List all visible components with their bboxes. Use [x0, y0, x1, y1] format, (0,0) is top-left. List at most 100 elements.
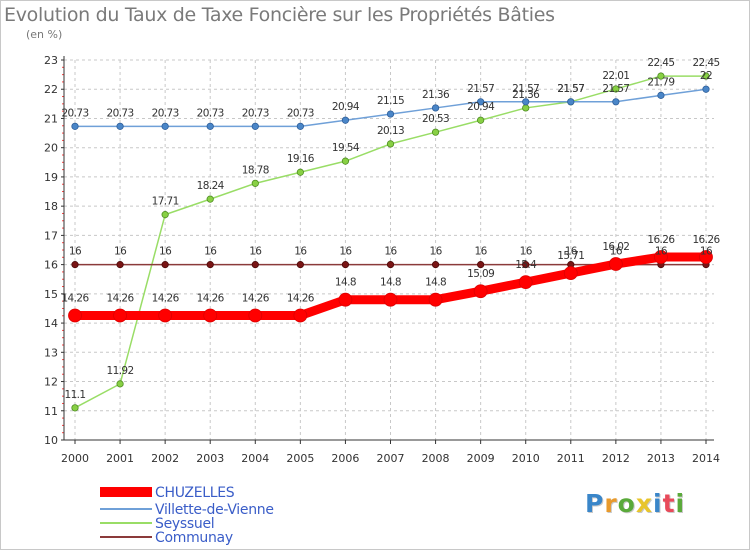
axes: 10 11 12 13 14 15 16 17 18 19 20 21 22 23 2000 2001 2002… — [44, 54, 720, 465]
data-point-seyssuel — [206, 195, 214, 203]
data-label: 14.26 — [107, 292, 135, 304]
data-label: 15.4 — [515, 259, 537, 271]
data-label: 14.26 — [287, 292, 315, 304]
data-label: 16.02 — [602, 241, 629, 253]
data-point-villette-de-vienne — [431, 104, 440, 112]
y-tick-label: 20 — [44, 142, 58, 155]
data-point-villette-de-vienne — [522, 98, 530, 106]
data-label: 20.13 — [377, 125, 404, 137]
data-label: 16 — [565, 246, 578, 258]
data-label: 22 — [700, 70, 712, 82]
data-point-seyssuel — [612, 85, 620, 93]
y-tick-label: 21 — [44, 112, 58, 125]
x-tick-label: 2004 — [241, 452, 269, 465]
chart-title: Evolution du Taux de Taxe Foncière sur l… — [4, 4, 555, 26]
data-label: 16 — [655, 246, 668, 258]
data-point-communay — [206, 261, 214, 269]
data-point-chuzelles — [518, 275, 533, 290]
data-label: 16 — [610, 246, 623, 258]
data-point-seyssuel — [161, 211, 169, 219]
data-point-villette-de-vienne — [296, 122, 304, 130]
legend-label: Seyssuel — [155, 516, 214, 532]
data-point-chuzelles — [563, 266, 578, 280]
data-label: 18.24 — [197, 180, 225, 192]
data-label: 16 — [429, 246, 442, 258]
x-tick-label: 2002 — [151, 452, 179, 465]
data-point-seyssuel — [386, 140, 395, 148]
data-point-villette-de-vienne — [206, 122, 214, 130]
data-point-chuzelles — [383, 292, 398, 307]
data-point-seyssuel — [251, 179, 259, 187]
data-label: 20.94 — [467, 101, 495, 113]
y-tick-label: 10 — [44, 434, 58, 447]
data-point-seyssuel — [657, 72, 665, 80]
data-label: 20.73 — [61, 107, 88, 119]
data-label: 21.57 — [602, 83, 629, 95]
data-label: 16 — [339, 246, 352, 258]
unit-label: (en %) — [26, 28, 63, 41]
logo-letter: P — [585, 489, 605, 518]
data-point-seyssuel — [522, 104, 530, 112]
data-label: 15.71 — [557, 250, 584, 262]
data-label: 22.45 — [647, 57, 674, 69]
data-label: 20.73 — [107, 107, 134, 119]
data-point-communay — [251, 261, 259, 269]
data-point-communay — [71, 261, 79, 269]
logo-letter: r — [604, 489, 618, 518]
data-label: 14.26 — [61, 292, 89, 304]
data-point-chuzelles — [608, 257, 623, 271]
data-label: 20.73 — [242, 107, 269, 119]
data-label: 14.8 — [425, 277, 446, 289]
data-point-chuzelles — [428, 292, 443, 307]
data-point-villette-de-vienne — [567, 98, 575, 106]
data-label: 21.57 — [557, 83, 584, 95]
series-group — [68, 72, 713, 412]
data-label: 16 — [520, 246, 533, 258]
legend-label: Villette-de-Vienne — [155, 502, 274, 518]
data-label: 19.16 — [287, 153, 315, 165]
data-point-communay — [116, 261, 124, 269]
data-label: 21.15 — [377, 95, 404, 107]
data-label: 21.57 — [512, 83, 539, 95]
data-point-seyssuel — [341, 157, 350, 165]
proxiti-logo: Proxiti — [585, 489, 685, 518]
data-point-seyssuel — [71, 404, 79, 412]
x-tick-label: 2001 — [106, 452, 134, 465]
data-label: 20.94 — [332, 101, 360, 113]
data-label: 16.26 — [692, 234, 720, 246]
data-point-villette-de-vienne — [341, 116, 350, 124]
data-label: 16 — [69, 246, 82, 258]
data-label: 16.26 — [647, 234, 675, 246]
data-label: 14.8 — [335, 277, 356, 289]
data-label: 16 — [384, 246, 397, 258]
data-label: 16 — [249, 246, 262, 258]
x-tick-label: 2010 — [512, 452, 540, 465]
data-point-villette-de-vienne — [386, 110, 395, 118]
x-tick-label: 2011 — [557, 452, 585, 465]
y-tick-label: 17 — [44, 229, 58, 242]
data-label: 17.71 — [152, 196, 179, 208]
data-label: 22.45 — [692, 57, 719, 69]
data-label: 14.26 — [197, 292, 225, 304]
logo-letter: x — [635, 489, 653, 518]
data-label: 16 — [475, 246, 488, 258]
logo-letter: o — [617, 489, 636, 518]
data-label: 16 — [294, 246, 307, 258]
y-tick-label: 16 — [44, 259, 58, 272]
data-point-seyssuel — [702, 72, 710, 80]
data-label: 21.57 — [467, 83, 494, 95]
legend: CHUZELLESVillette-de-VienneSeyssuelCommu… — [100, 485, 274, 546]
data-label: 11.92 — [107, 365, 134, 377]
data-label: 16 — [700, 246, 713, 258]
data-label: 21.36 — [422, 89, 450, 101]
data-label: 20.73 — [197, 107, 224, 119]
data-point-villette-de-vienne — [251, 122, 259, 130]
y-tick-label: 11 — [44, 405, 58, 418]
data-point-villette-de-vienne — [612, 98, 620, 106]
data-label: 20.73 — [152, 107, 179, 119]
legend-label: CHUZELLES — [155, 485, 235, 501]
x-tick-label: 2005 — [286, 452, 314, 465]
data-point-chuzelles — [473, 284, 488, 299]
x-tick-label: 2000 — [61, 452, 89, 465]
